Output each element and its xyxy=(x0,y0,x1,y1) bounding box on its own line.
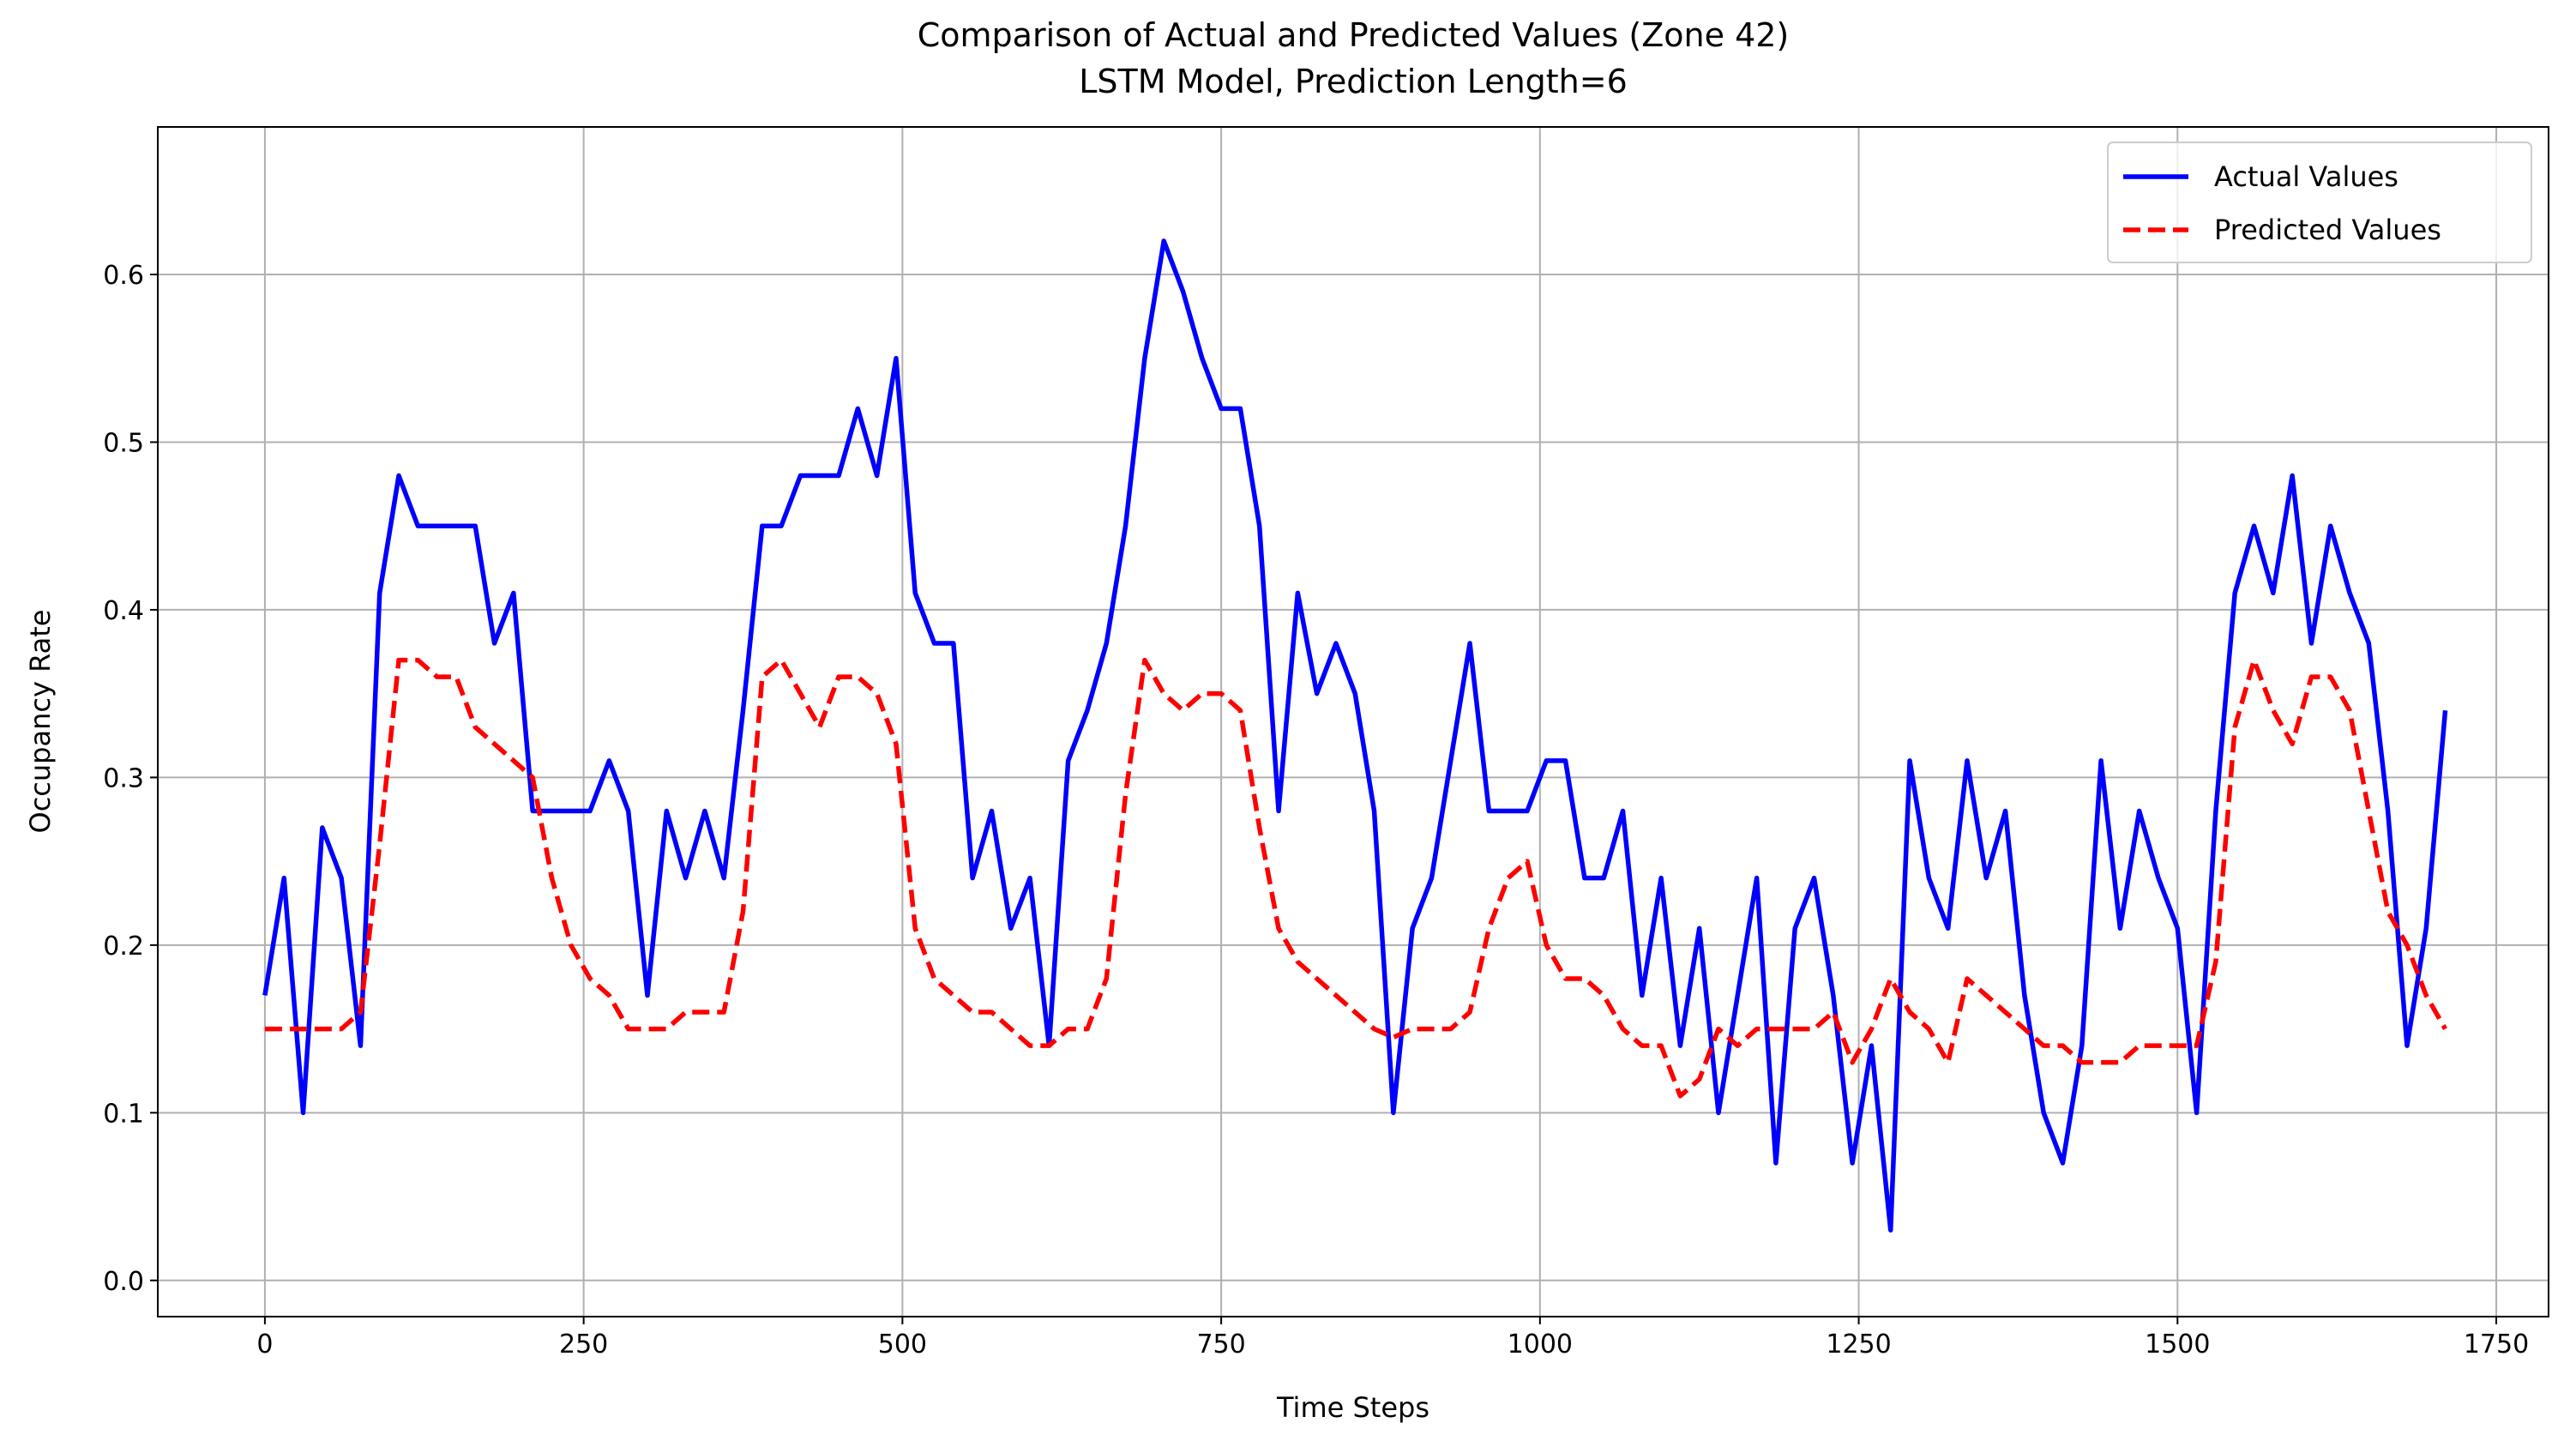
y-axis-label: Occupancy Rate xyxy=(24,610,57,834)
y-tick-label: 0.1 xyxy=(103,1099,144,1129)
x-axis-label: Time Steps xyxy=(1276,1391,1429,1424)
x-tick-label: 500 xyxy=(878,1329,927,1360)
x-tick-label: 0 xyxy=(256,1329,273,1360)
plot-frame xyxy=(157,126,2549,1317)
data-line xyxy=(262,238,2448,1233)
x-tick-label: 1500 xyxy=(2145,1329,2210,1360)
data-line xyxy=(264,657,2447,1099)
chart-title: Comparison of Actual and Predicted Value… xyxy=(918,16,1790,54)
x-tick-label: 1750 xyxy=(2464,1329,2529,1360)
legend-label: Predicted Values xyxy=(2214,214,2441,246)
chart-subtitle: LSTM Model, Prediction Length=6 xyxy=(1079,63,1628,100)
legend-label: Actual Values xyxy=(2214,160,2398,193)
y-tick-label: 0.4 xyxy=(103,596,144,626)
y-tick-label: 0.5 xyxy=(103,428,144,458)
x-tick-label: 250 xyxy=(559,1329,608,1360)
x-tick-label: 750 xyxy=(1196,1329,1245,1360)
x-tick-label: 1000 xyxy=(1508,1329,1573,1360)
y-tick-label: 0.3 xyxy=(103,763,144,793)
legend-box xyxy=(2107,142,2532,263)
x-tick-label: 1250 xyxy=(1826,1329,1891,1360)
y-tick-label: 0.0 xyxy=(103,1267,144,1297)
y-tick-label: 0.2 xyxy=(103,931,144,962)
y-tick-label: 0.6 xyxy=(103,261,144,291)
